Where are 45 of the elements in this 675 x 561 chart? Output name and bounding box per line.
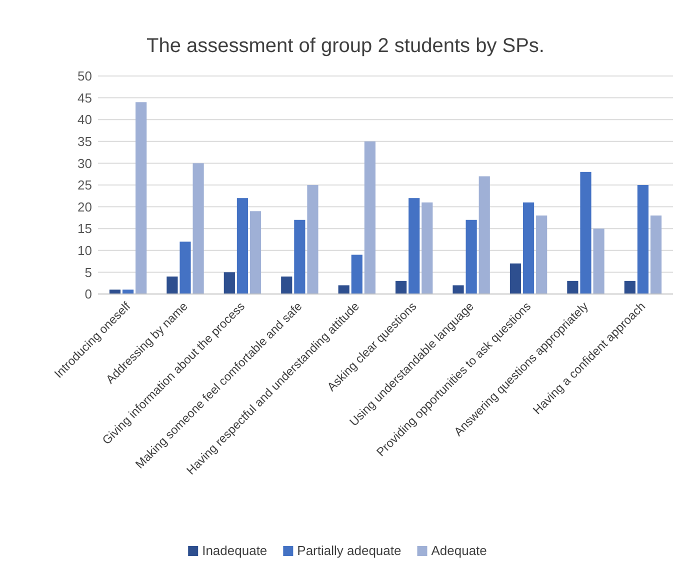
bar xyxy=(192,163,204,294)
y-tick-label: 15 xyxy=(78,221,92,236)
y-tick-label: 45 xyxy=(78,90,92,106)
bar xyxy=(224,272,235,294)
bar xyxy=(338,285,350,294)
y-tick-label: 50 xyxy=(78,68,92,84)
bar xyxy=(624,280,636,294)
y-tick-label: 25 xyxy=(78,178,92,193)
y-tick-label: 0 xyxy=(84,286,92,302)
y-tick-label: 5 xyxy=(84,264,92,280)
bar xyxy=(364,141,376,294)
bar xyxy=(166,276,178,294)
bar xyxy=(536,216,548,294)
bar xyxy=(180,242,191,294)
y-tick-label: 40 xyxy=(78,112,92,128)
legend-label: Inadequate xyxy=(202,543,268,558)
bar xyxy=(650,216,662,294)
bar xyxy=(522,202,534,294)
bar xyxy=(478,176,490,294)
y-tick-label: 20 xyxy=(78,199,92,214)
bar xyxy=(637,185,649,294)
bar xyxy=(580,172,592,294)
bar xyxy=(396,280,407,294)
chart-title: The assessment of group 2 students by SPs. xyxy=(146,35,544,57)
y-tick-label: 10 xyxy=(78,242,92,258)
bar xyxy=(351,254,362,294)
y-tick-label: 30 xyxy=(78,156,92,171)
bar xyxy=(422,202,433,294)
bar xyxy=(122,290,134,294)
bar xyxy=(567,280,578,294)
bar xyxy=(466,220,477,294)
legend-label: Partially adequate xyxy=(297,543,402,558)
bar xyxy=(408,198,420,294)
bar xyxy=(250,211,262,294)
legend-label: Adequate xyxy=(431,543,487,558)
bar xyxy=(593,228,604,294)
y-tick-label: 35 xyxy=(78,134,92,149)
bar xyxy=(307,185,318,294)
bar xyxy=(452,285,464,294)
bar xyxy=(109,290,121,294)
bar xyxy=(236,198,248,294)
bar xyxy=(510,263,522,294)
bar xyxy=(281,276,292,294)
bar xyxy=(294,220,306,294)
bar xyxy=(136,102,147,294)
